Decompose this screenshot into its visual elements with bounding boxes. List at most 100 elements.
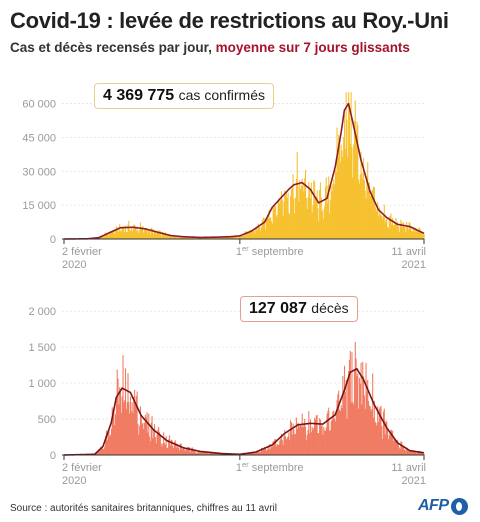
daily-bar bbox=[421, 451, 423, 455]
daily-bar bbox=[241, 235, 243, 239]
daily-bar bbox=[138, 233, 140, 239]
daily-bar bbox=[162, 443, 164, 455]
afp-logo-icon bbox=[450, 497, 468, 515]
daily-bar bbox=[264, 219, 266, 239]
daily-bar bbox=[374, 421, 376, 455]
daily-bar bbox=[207, 237, 209, 239]
daily-bar bbox=[333, 179, 335, 239]
daily-bar bbox=[310, 432, 312, 455]
daily-bar bbox=[346, 418, 348, 455]
daily-bar bbox=[132, 413, 134, 455]
daily-bar bbox=[238, 236, 240, 239]
daily-bar bbox=[387, 226, 389, 239]
daily-bar bbox=[236, 236, 238, 239]
daily-bar bbox=[101, 235, 103, 239]
daily-bar bbox=[421, 233, 424, 239]
daily-bar bbox=[182, 448, 184, 455]
daily-bar bbox=[416, 230, 419, 239]
daily-bar bbox=[256, 226, 258, 239]
daily-bar bbox=[222, 236, 224, 239]
daily-bar bbox=[365, 362, 367, 455]
daily-bar bbox=[271, 223, 273, 239]
daily-bar bbox=[208, 453, 210, 455]
daily-bar bbox=[362, 178, 364, 239]
daily-bar bbox=[184, 450, 186, 455]
daily-bar bbox=[319, 189, 321, 239]
daily-bar bbox=[100, 446, 102, 455]
daily-bar bbox=[359, 174, 361, 239]
daily-bar bbox=[152, 229, 154, 239]
daily-bar bbox=[413, 452, 415, 455]
daily-bar bbox=[387, 429, 389, 455]
daily-bar bbox=[235, 235, 237, 239]
daily-bar bbox=[141, 227, 143, 239]
daily-bar bbox=[339, 162, 341, 239]
daily-bar bbox=[98, 451, 100, 455]
daily-bar bbox=[264, 446, 266, 455]
daily-bar bbox=[155, 443, 157, 455]
daily-bar bbox=[391, 430, 393, 455]
daily-bar bbox=[129, 396, 132, 455]
daily-bar bbox=[105, 436, 107, 455]
daily-bar bbox=[280, 439, 282, 455]
daily-bar bbox=[237, 236, 239, 239]
daily-bar bbox=[334, 421, 336, 455]
daily-bar bbox=[158, 427, 160, 455]
daily-bar bbox=[289, 214, 291, 239]
daily-bar bbox=[299, 189, 302, 239]
daily-bar bbox=[154, 231, 156, 239]
daily-bar bbox=[168, 234, 171, 239]
daily-bar bbox=[152, 438, 154, 455]
daily-bar bbox=[336, 400, 338, 455]
daily-bar bbox=[365, 198, 367, 239]
daily-bar bbox=[408, 450, 410, 455]
daily-bar bbox=[279, 440, 281, 455]
source-note: Source : autorités sanitaires britanniqu… bbox=[10, 503, 277, 514]
daily-bar bbox=[293, 429, 295, 455]
daily-bar bbox=[364, 190, 366, 239]
daily-bar bbox=[372, 417, 375, 455]
daily-bar bbox=[396, 225, 398, 239]
daily-bar bbox=[202, 237, 204, 239]
daily-bar bbox=[148, 230, 150, 239]
daily-bar bbox=[329, 430, 331, 455]
daily-bar bbox=[201, 452, 203, 455]
subtitle-main: Cas et décès recensés par jour, bbox=[10, 40, 216, 55]
daily-bar bbox=[340, 405, 342, 455]
daily-bar bbox=[140, 415, 142, 455]
daily-bar bbox=[109, 436, 111, 455]
daily-bar bbox=[338, 390, 340, 455]
daily-bar bbox=[211, 237, 213, 239]
daily-bar bbox=[294, 434, 296, 455]
daily-bar bbox=[372, 189, 374, 239]
daily-bar bbox=[348, 110, 351, 239]
daily-bar bbox=[334, 184, 336, 239]
daily-bar bbox=[154, 437, 156, 455]
daily-bar bbox=[324, 206, 326, 239]
daily-bar bbox=[156, 434, 158, 455]
daily-bar bbox=[228, 236, 230, 239]
daily-bar bbox=[382, 218, 384, 239]
daily-bar bbox=[363, 158, 365, 239]
daily-bar bbox=[222, 453, 224, 455]
daily-bar bbox=[111, 407, 113, 455]
daily-bar bbox=[202, 452, 204, 455]
daily-bar bbox=[274, 439, 276, 455]
daily-bar bbox=[176, 237, 178, 239]
daily-bar bbox=[187, 237, 189, 239]
daily-bar bbox=[413, 227, 415, 239]
daily-bar bbox=[311, 212, 313, 239]
daily-bar bbox=[144, 229, 146, 239]
daily-bar bbox=[205, 237, 207, 239]
daily-bar bbox=[188, 237, 190, 239]
daily-bar bbox=[406, 222, 408, 239]
daily-bar bbox=[387, 228, 389, 239]
daily-bar bbox=[215, 452, 217, 455]
daily-bar bbox=[259, 227, 261, 239]
daily-bar bbox=[287, 436, 289, 455]
daily-bar bbox=[230, 237, 232, 239]
daily-bar bbox=[295, 417, 297, 455]
y-tick-label: 0 bbox=[50, 234, 56, 246]
y-tick-label: 0 bbox=[50, 450, 56, 462]
daily-bar bbox=[261, 447, 263, 455]
